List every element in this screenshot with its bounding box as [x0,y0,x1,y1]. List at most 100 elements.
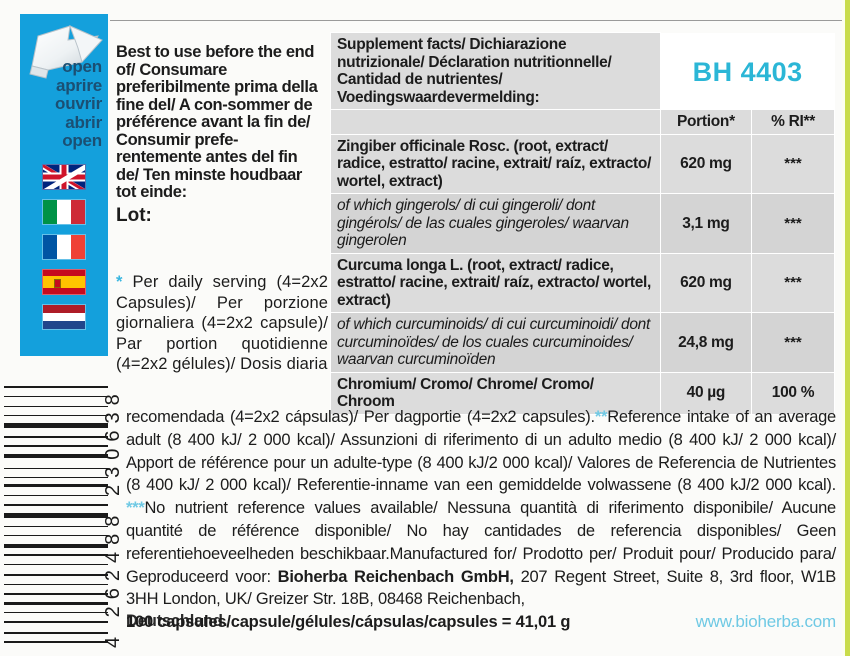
column-header-ri: % RI** [751,109,835,135]
barcode-bar [4,632,108,635]
barcode: 4 262488 230638 [4,386,126,648]
row-portion-value: 24,8 mg [659,312,753,373]
barcode-bar [4,476,108,478]
open-word-nl: open [62,131,102,150]
table-header-spacer [330,109,661,135]
daily-serving-note: * Per daily serving (4=2x2 Capsules)/ Pe… [116,272,328,375]
barcode-bar [4,436,108,439]
row-ri-value: *** [751,193,835,254]
barcode-bar [4,386,108,388]
barcode-bar [4,583,108,585]
barcode-bar [4,445,108,448]
barcode-bar [4,588,108,590]
barcode-bar [4,395,108,397]
row-ri-value: *** [751,252,835,313]
barcode-bar [4,450,108,451]
footer-mark-3: *** [126,499,145,518]
open-word-en: open [62,57,102,76]
row-nutrient-name: of which gingerols/ di cui gingeroli/ do… [330,193,661,254]
barcode-bar [4,391,108,393]
table-row: Zingiber officinale Rosc. (root, extract… [330,133,835,194]
barcode-bar [4,490,108,492]
flag-uk-icon [42,164,86,190]
barcode-bar [4,534,108,536]
table-header-row: Supplement facts/ Dichiarazione nutrizio… [330,32,835,110]
barcode-bars [4,386,108,648]
barcode-bar [4,637,108,638]
footer-text-3: No nutrient reference values available/ … [126,499,836,586]
barcode-bar [4,592,108,595]
supplement-facts-table: Supplement facts/ Dichiarazione nutrizio… [330,32,835,415]
table-row: Curcuma longa L. (root, extract/ radice,… [330,252,835,313]
barcode-bar [4,481,108,482]
open-words-list: open aprire ouvrir abrir open [20,57,108,151]
barcode-bar [4,646,108,648]
barcode-bar [4,472,108,474]
company-country: Deutschland. [126,612,228,630]
row-nutrient-name: Zingiber officinale Rosc. (root, extract… [330,133,661,194]
barcode-bar [4,467,108,469]
barcode-bar [4,579,108,581]
barcode-bar [4,564,108,566]
table-header-title: Supplement facts/ Dichiarazione nutrizio… [330,32,661,110]
company-name: Bioherba Reichenbach GmbH, [277,567,514,586]
open-word-it: aprire [55,75,102,95]
open-word-es: abrir [65,112,102,132]
column-header-portion: Portion* [659,109,753,135]
table-row: of which gingerols/ di cui gingeroli/ do… [330,193,835,254]
barcode-bar [4,423,108,429]
net-weight: 41,01 g [515,613,571,631]
row-portion-value: 620 mg [659,133,753,194]
row-portion-value: 3,1 mg [659,193,753,254]
barcode-bar [4,525,108,527]
footer-mark-2: ** [594,408,608,426]
footer-paragraph: recomendada (4=2x2 cápsulas)/ Per dagpor… [126,406,836,611]
barcode-bar [4,607,108,609]
barcode-bar [4,509,108,510]
barcode-bar [4,495,108,497]
website-link[interactable]: www.bioherba.com [695,612,837,631]
barcode-bar [4,559,108,561]
daily-serving-text: Per daily serving (4=2x2 Capsules)/ Per … [116,273,328,373]
barcode-bar [4,418,108,420]
barcode-bar [4,461,108,465]
barcode-bar [4,453,108,458]
daily-serving-asterisk: * [116,273,123,291]
flag-fr-icon [42,234,86,260]
table-row: of which curcuminoids/ di cui curcuminoi… [330,312,835,373]
bh-badge-cell: BH 4403 [660,32,835,110]
barcode-bar [4,521,108,523]
flag-it-icon [42,199,86,225]
product-code-badge: BH 4403 [660,53,835,88]
barcode-bar [4,550,108,551]
row-portion-value: 620 mg [659,252,753,313]
barcode-bar [4,410,108,412]
barcode-bar [4,554,108,557]
row-ri-value: 100 % [751,371,835,415]
barcode-bar [4,405,108,407]
barcode-bar [4,512,108,518]
barcode-bar [4,640,108,643]
barcode-bar [4,539,108,541]
barcode-bar [4,441,108,442]
footer-text-2: Reference intake of an average adult (8 … [126,408,836,495]
barcode-bar [4,621,108,624]
row-ri-value: *** [751,133,835,194]
table-row: Chromium/ Cromo/ Chrome/ Cromo/ Chroom 40… [330,371,835,415]
open-instruction-panel: open aprire ouvrir abrir open [20,14,108,356]
barcode-bar [4,616,108,618]
row-nutrient-name: Chromium/ Cromo/ Chrome/ Cromo/ Chroom [330,371,661,415]
barcode-bar [4,612,108,614]
right-edge-green-strip [845,0,850,656]
lot-label: Lot: [116,205,152,226]
barcode-bar [4,414,108,416]
row-ri-value: *** [751,312,835,373]
barcode-digits: 4 262488 230638 [102,387,124,648]
open-arrow-icon [24,18,108,88]
barcode-bar [4,504,108,507]
capsule-count-weight: 100 capsules/capsule/gélules/cápsulas/ca… [126,612,570,632]
language-flags [20,164,108,339]
barcode-bar [4,568,108,571]
barcode-bar [4,484,108,488]
